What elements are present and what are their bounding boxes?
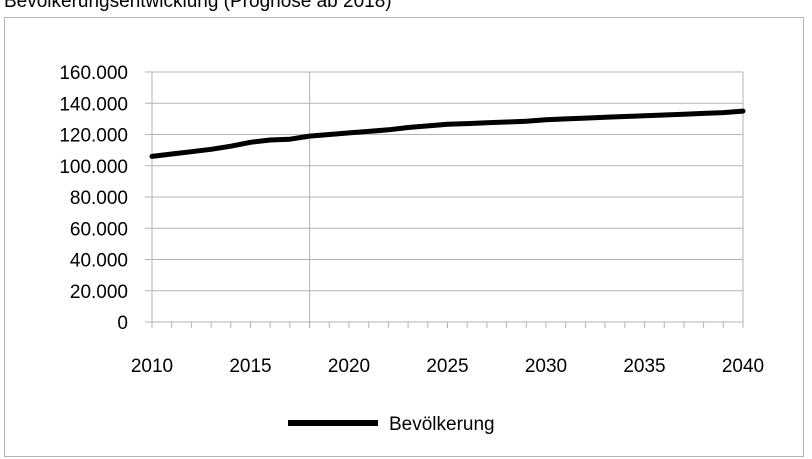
data-point: [308, 134, 312, 138]
y-tick-label: 160.000: [59, 63, 128, 84]
data-point: [347, 131, 351, 135]
y-tick-label: 0: [117, 313, 128, 334]
y-tick-label: 100.000: [59, 157, 128, 178]
y-tick-label: 80.000: [70, 188, 128, 209]
data-point: [643, 114, 646, 118]
data-point: [229, 144, 233, 148]
y-tick-label: 20.000: [70, 282, 128, 303]
data-point: [386, 128, 390, 132]
x-tick-label: 2040: [722, 356, 764, 377]
y-tick-label: 40.000: [70, 251, 128, 272]
series-line: [149, 108, 746, 159]
x-tick-label: 2020: [328, 356, 370, 377]
x-tick-label: 2030: [525, 356, 567, 377]
data-point: [662, 113, 666, 117]
data-point: [367, 129, 371, 133]
data-point: [682, 112, 686, 116]
data-point: [623, 115, 627, 119]
legend-label: Bevölkerung: [389, 414, 495, 435]
data-point: [603, 115, 607, 119]
data-point: [150, 154, 154, 158]
y-tick-label: 120.000: [59, 126, 128, 147]
data-point: [170, 152, 174, 156]
chart-title: Bevölkerungsentwicklung (Prognose ab 201…: [4, 0, 392, 12]
x-tick-label: 2015: [229, 356, 271, 377]
data-point: [564, 117, 568, 121]
y-tick-label: 140.000: [59, 94, 128, 115]
x-tick-label: 2035: [623, 356, 665, 377]
data-point: [426, 124, 430, 128]
data-point: [702, 111, 706, 115]
data-point: [485, 121, 489, 125]
data-point: [209, 147, 213, 151]
data-point: [249, 140, 252, 144]
data-point: [446, 122, 449, 126]
data-point: [544, 118, 548, 122]
data-point: [721, 111, 725, 115]
data-point: [189, 150, 193, 154]
data-point: [583, 116, 587, 120]
data-point: [288, 137, 292, 141]
data-point: [465, 122, 469, 126]
data-point: [268, 138, 272, 142]
data-point: [524, 119, 528, 123]
data-point: [327, 133, 331, 136]
x-tick-label: 2025: [426, 356, 468, 377]
x-tick-label: 2010: [131, 356, 173, 377]
data-point: [505, 120, 509, 124]
y-tick-label: 60.000: [70, 219, 128, 240]
data-point: [741, 109, 745, 113]
chart-frame: [4, 17, 804, 457]
data-point: [406, 125, 410, 129]
